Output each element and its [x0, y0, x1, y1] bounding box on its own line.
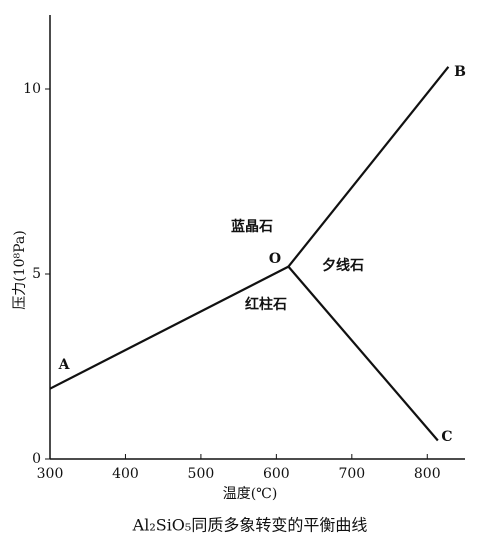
- x-tick-label: 700: [338, 466, 365, 482]
- chart-title: Al₂SiO₅同质多象转变的平衡曲线: [132, 516, 368, 535]
- annotation: A: [58, 357, 71, 373]
- phase-boundary: [49, 265, 289, 390]
- y-tick-label: 10: [23, 81, 41, 97]
- y-tick-label: 5: [32, 266, 41, 282]
- x-tick-label: 400: [112, 466, 139, 482]
- x-tick-label: 300: [37, 466, 64, 482]
- phase-boundary: [287, 66, 450, 268]
- x-axis-label: 温度(℃): [223, 486, 278, 502]
- y-axis-label: 压力(10⁸Pa): [12, 230, 28, 310]
- phase-boundary: [287, 265, 439, 442]
- y-tick-label: 0: [32, 451, 41, 467]
- x-tick-label: 800: [414, 466, 441, 482]
- annotation: 蓝晶石: [231, 218, 273, 235]
- x-tick-label: 500: [188, 466, 215, 482]
- annotation: 红柱石: [245, 296, 287, 313]
- annotation: O: [269, 251, 281, 267]
- annotation: B: [454, 64, 466, 80]
- x-tick-label: 600: [263, 466, 290, 482]
- annotation: C: [441, 429, 452, 445]
- annotation: 夕线石: [322, 257, 364, 274]
